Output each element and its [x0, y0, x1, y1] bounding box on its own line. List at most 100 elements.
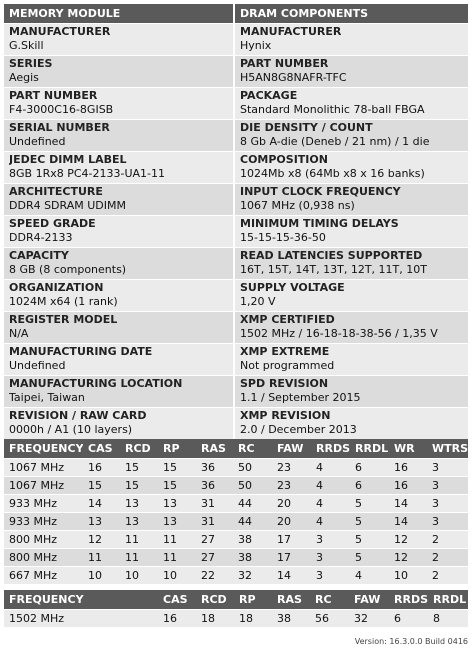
table-row: 800 MHz 11 11 11 27 38 17 3 5 12 2: [4, 547, 468, 566]
info-row: MANUFACTURER G.Skill MANUFACTURER Hynix: [4, 23, 468, 55]
table-cell: 10: [83, 565, 120, 584]
module-cell: PART NUMBER F4-3000C16-8GISB: [4, 88, 235, 119]
spd-report: MEMORY MODULE DRAM COMPONENTS MANUFACTUR…: [4, 4, 468, 627]
field-label: REVISION / RAW CARD: [9, 409, 147, 422]
field-value: 1,20 V: [240, 295, 276, 308]
table-cell: 18: [234, 608, 272, 627]
table-cell: 5: [350, 511, 389, 530]
xmp-header-row: FREQUENCY CAS RCD RP RAS RC FAW RRDS RRDL: [4, 590, 468, 609]
table-cell: 11: [120, 547, 158, 566]
info-row: SPEED GRADE DDR4-2133 MINIMUM TIMING DELAY…: [4, 215, 468, 247]
dram-cell: INPUT CLOCK FREQUENCY 1067 MHz (0,938 ns): [235, 184, 468, 215]
info-row: ARCHITECTURE DDR4 SDRAM UDIMM INPUT CLOCK …: [4, 183, 468, 215]
field-label: SPD REVISION: [240, 377, 329, 390]
table-cell: 56: [310, 608, 349, 627]
field-label: PART NUMBER: [240, 57, 329, 70]
dram-cell: MANUFACTURER Hynix: [235, 24, 468, 55]
field-label: MANUFACTURER: [9, 25, 111, 38]
xmp-table: FREQUENCY CAS RCD RP RAS RC FAW RRDS RRDL 1502 M…: [4, 590, 468, 627]
field-label: SERIAL NUMBER: [9, 121, 110, 134]
module-cell: JEDEC DIMM LABEL 8GB 1Rx8 PC4-2133-UA1-11: [4, 152, 235, 183]
field-label: DIE DENSITY / COUNT: [240, 121, 373, 134]
field-label: ORGANIZATION: [9, 281, 104, 294]
table-cell: 4: [311, 493, 350, 512]
field-value: DDR4 SDRAM UDIMM: [9, 199, 126, 212]
table-row: 933 MHz 14 13 13 31 44 20 4 5 14 3: [4, 493, 468, 512]
column-header: RCD: [120, 439, 158, 458]
module-cell: ORGANIZATION 1024M x64 (1 rank): [4, 280, 235, 311]
table-cell: 14: [83, 493, 120, 512]
table-cell: 16: [389, 457, 427, 476]
table-cell: 23: [272, 457, 311, 476]
dram-cell: DIE DENSITY / COUNT 8 Gb A-die (Deneb / 2…: [235, 120, 468, 151]
table-cell: 11: [120, 529, 158, 548]
field-label: MANUFACTURING LOCATION: [9, 377, 183, 390]
module-cell: SERIAL NUMBER Undefined: [4, 120, 235, 151]
table-cell: 12: [83, 529, 120, 548]
dram-cell: XMP EXTREME Not programmed: [235, 344, 468, 375]
field-label: SERIES: [9, 57, 53, 70]
field-value: DDR4-2133: [9, 231, 73, 244]
table-cell: 10: [158, 565, 196, 584]
column-header: RP: [158, 439, 196, 458]
table-row: 1067 MHz 15 15 15 36 50 23 4 6 16 3: [4, 475, 468, 494]
table-cell: 15: [158, 475, 196, 494]
spacer: [4, 584, 468, 590]
table-cell: 11: [158, 547, 196, 566]
field-value: Undefined: [9, 135, 66, 148]
table-row: 1502 MHz 16 18 18 38 56 32 6 8: [4, 608, 468, 627]
table-cell: 14: [272, 565, 311, 584]
column-header: FAW: [272, 439, 311, 458]
field-label: REGISTER MODEL: [9, 313, 118, 326]
section-header: MEMORY MODULE DRAM COMPONENTS: [4, 4, 468, 23]
field-value: Hynix: [240, 39, 272, 52]
table-cell: 12: [389, 529, 427, 548]
table-cell: 1067 MHz: [4, 457, 83, 476]
module-cell: SERIES Aegis: [4, 56, 235, 87]
info-row: SERIES Aegis PART NUMBER H5AN8G8NAFR-TFC: [4, 55, 468, 87]
table-cell: 3: [427, 457, 468, 476]
table-cell: 6: [350, 475, 389, 494]
field-label: INPUT CLOCK FREQUENCY: [240, 185, 401, 198]
table-cell: 31: [196, 493, 233, 512]
dram-cell: PART NUMBER H5AN8G8NAFR-TFC: [235, 56, 468, 87]
info-table: MANUFACTURER G.Skill MANUFACTURER Hynix SERI…: [4, 23, 468, 439]
field-label: JEDEC DIMM LABEL: [9, 153, 127, 166]
module-cell: MANUFACTURING LOCATION Taipei, Taiwan: [4, 376, 235, 407]
table-cell: 17: [272, 529, 311, 548]
info-row: MANUFACTURING LOCATION Taipei, Taiwan SPD …: [4, 375, 468, 407]
table-cell: 15: [120, 457, 158, 476]
table-cell: 10: [389, 565, 427, 584]
column-header: RP: [234, 590, 272, 609]
table-cell: 667 MHz: [4, 565, 83, 584]
table-cell: 31: [196, 511, 233, 530]
column-header: CAS: [158, 590, 196, 609]
module-cell: MANUFACTURER G.Skill: [4, 24, 235, 55]
table-cell: 32: [233, 565, 272, 584]
table-cell: 1502 MHz: [4, 608, 158, 627]
table-cell: 13: [158, 493, 196, 512]
column-header: RAS: [196, 439, 233, 458]
timing-table: FREQUENCY CAS RCD RP RAS RC FAW RRDS RRDL WR WTRS …: [4, 439, 468, 584]
memory-module-header: MEMORY MODULE: [4, 4, 235, 23]
dram-cell: MINIMUM TIMING DELAYS 15-15-15-36-50: [235, 216, 468, 247]
field-label: XMP REVISION: [240, 409, 331, 422]
column-header: RCD: [196, 590, 234, 609]
table-cell: 10: [120, 565, 158, 584]
table-cell: 5: [350, 493, 389, 512]
table-cell: 38: [233, 529, 272, 548]
info-row: REGISTER MODEL N/A XMP CERTIFIED 1502 MHz /…: [4, 311, 468, 343]
dram-cell: COMPOSITION 1024Mb x8 (64Mb x8 x 16 banks…: [235, 152, 468, 183]
field-value: 1024Mb x8 (64Mb x8 x 16 banks): [240, 167, 425, 180]
table-cell: 12: [389, 547, 427, 566]
table-cell: 15: [83, 475, 120, 494]
table-cell: 13: [158, 511, 196, 530]
table-cell: 23: [272, 475, 311, 494]
table-row: 1067 MHz 16 15 15 36 50 23 4 6 16 3: [4, 457, 468, 476]
timing-header-row: FREQUENCY CAS RCD RP RAS RC FAW RRDS RRDL WR WTRS: [4, 439, 468, 458]
table-cell: 44: [233, 493, 272, 512]
field-value: Aegis: [9, 71, 39, 84]
table-cell: 800 MHz: [4, 547, 83, 566]
table-cell: 32: [349, 608, 389, 627]
table-cell: 27: [196, 529, 233, 548]
